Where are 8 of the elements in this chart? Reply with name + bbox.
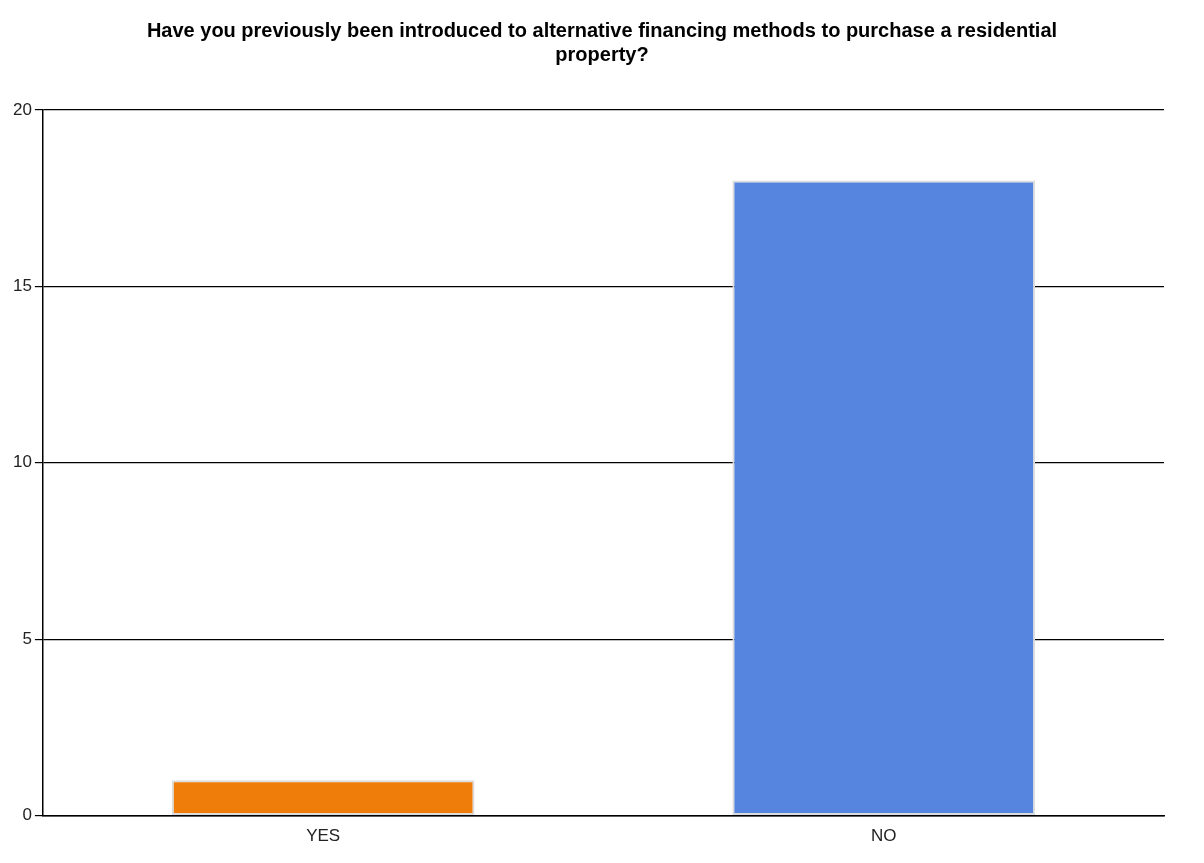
y-tick-label: 0 xyxy=(22,805,32,825)
y-tick-label: 15 xyxy=(12,276,32,296)
x-tick-label: YES xyxy=(306,826,341,846)
chart-title: Have you previously been introduced to alternative financing methods to purchase a residential property? xyxy=(145,18,1059,66)
y-tick-label: 5 xyxy=(22,628,32,648)
x-tick-label: NO xyxy=(870,826,897,846)
y-tick-label: 10 xyxy=(12,452,32,472)
y-tick-label: 20 xyxy=(12,99,32,119)
